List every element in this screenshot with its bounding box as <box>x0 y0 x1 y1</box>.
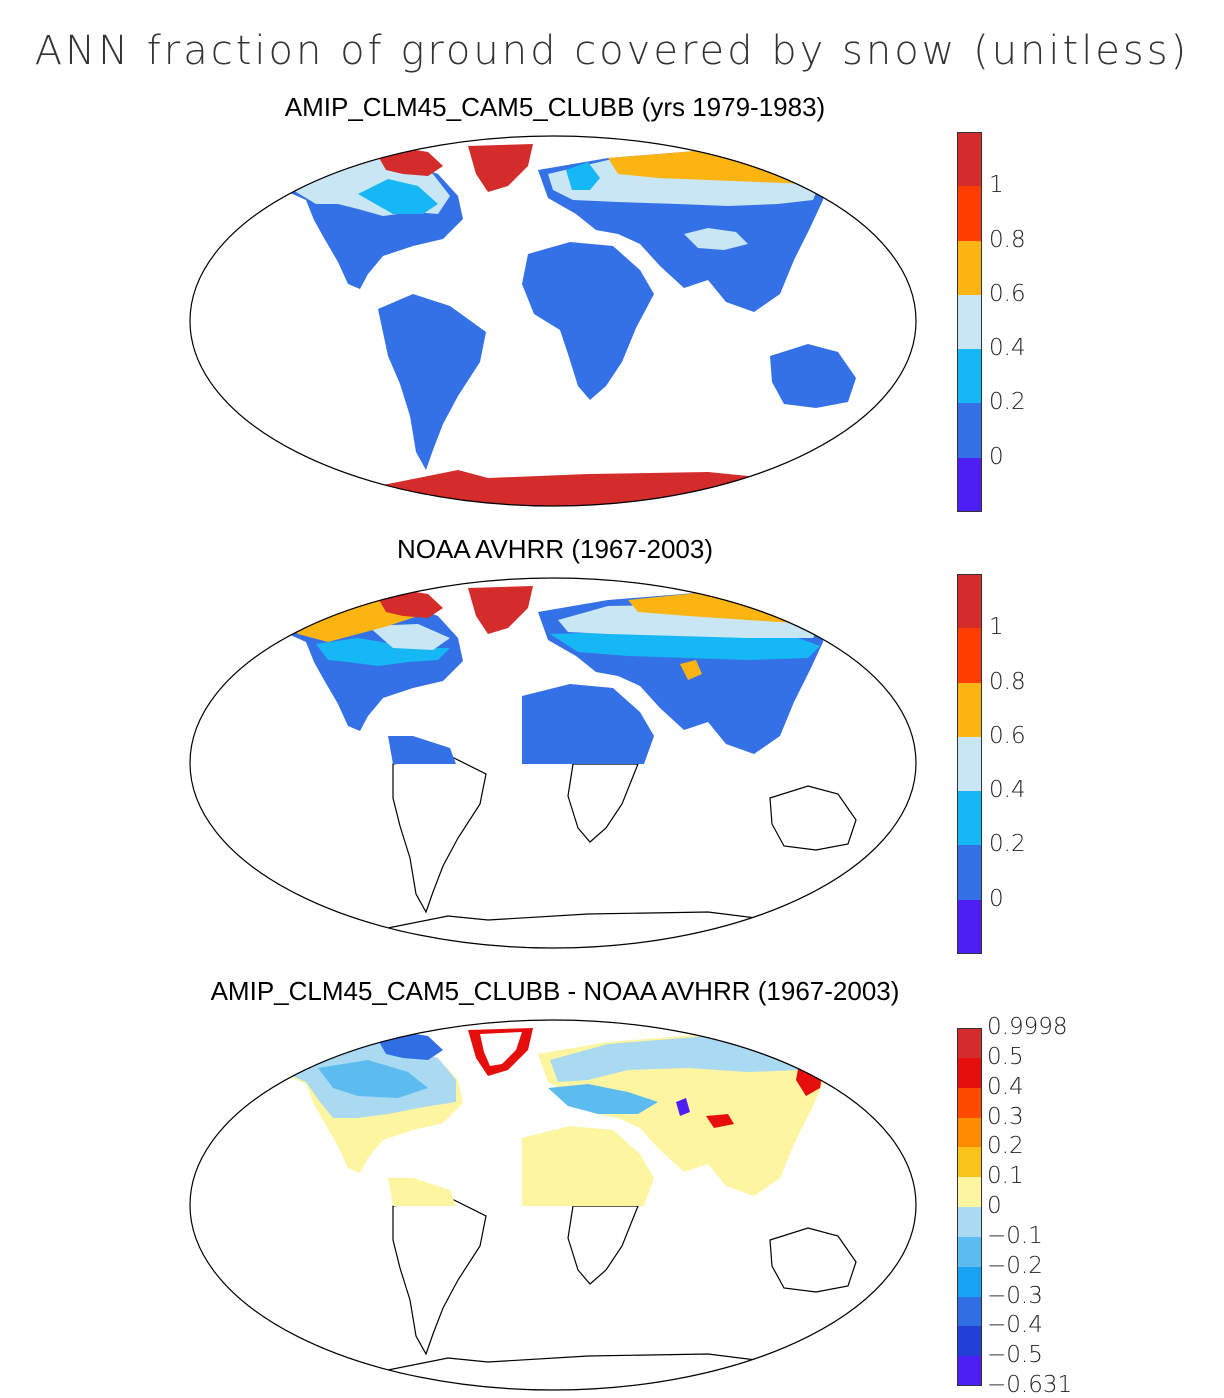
colorbar-swatch <box>957 132 982 187</box>
diff-positive-tibet <box>706 1114 734 1128</box>
colorbar-label: 0 <box>989 443 1004 470</box>
colorbar-swatch <box>957 457 982 513</box>
colorbar-swatch <box>957 1326 982 1357</box>
coast-australia <box>769 1227 857 1293</box>
snow-high-north-america <box>368 624 450 650</box>
colorbar-swatch <box>957 1296 982 1327</box>
colorbar-label: 1 <box>989 172 1004 199</box>
colorbar-swatch <box>957 1028 982 1059</box>
snow-band-north-america <box>316 638 450 666</box>
landmass-central-america <box>388 1178 456 1206</box>
coast-africa-south <box>567 763 639 843</box>
colorbar-swatch <box>957 791 982 846</box>
colorbar-model: 1 0.8 0.6 0.4 0.2 0 <box>957 132 1067 513</box>
colorbar-label: 0.5 <box>987 1043 1024 1070</box>
colorbar-label: 0.8 <box>989 668 1026 695</box>
map-boundary <box>189 577 917 949</box>
colorbar-swatch <box>957 628 982 684</box>
map-obs <box>189 577 917 949</box>
landmass-australia <box>770 344 856 408</box>
colorbar-swatch <box>957 1087 982 1118</box>
coast-antarctica <box>337 1353 819 1381</box>
colorbar-swatch <box>957 1207 982 1238</box>
colorbar-label: −0.631 <box>987 1372 1073 1398</box>
colorbar-swatch <box>957 1117 982 1148</box>
colorbar-diff: 0.9998 0.5 0.4 0.3 0.2 0.1 0 −0.1 −0.2 −0.3 −0.4 −0… <box>957 1014 1107 1398</box>
colorbar-label: 0.4 <box>987 1073 1024 1100</box>
colorbar-swatch <box>957 899 982 955</box>
greenland <box>468 144 533 192</box>
map-diff <box>189 1019 917 1391</box>
colorbar-swatch <box>957 736 982 792</box>
colorbar-swatch <box>957 682 982 738</box>
colorbar-label: 0.6 <box>989 280 1026 307</box>
colorbar-swatch <box>957 294 982 350</box>
colorbar-swatch <box>957 349 982 404</box>
colorbar-label: 0.2 <box>987 1133 1024 1160</box>
colorbar-label: 0.4 <box>989 777 1026 804</box>
colorbar-label: 0.1 <box>987 1163 1024 1190</box>
colorbar-label: −0.5 <box>987 1342 1043 1369</box>
colorbar-label: −0.1 <box>987 1222 1043 1249</box>
snow-high-north-america <box>358 179 438 214</box>
colorbar-swatch <box>957 1147 982 1178</box>
colorbar-label: 0.9998 <box>987 1014 1068 1040</box>
colorbar-swatch <box>957 1266 982 1297</box>
greenland <box>468 586 533 634</box>
colorbar-obs: 1 0.8 0.6 0.4 0.2 0 <box>957 574 1067 955</box>
colorbar-swatch <box>957 574 982 629</box>
coast-south-america <box>392 1197 487 1356</box>
figure-title: ANN fraction of ground covered by snow (… <box>34 28 1190 74</box>
diff-negative-europe <box>548 1084 658 1114</box>
colorbar-label: 0.4 <box>989 335 1026 362</box>
snow-band-eurasia <box>550 632 820 660</box>
colorbar-label: −0.2 <box>987 1252 1043 1279</box>
greenland-interior <box>480 1032 522 1066</box>
colorbar-swatch <box>957 403 982 459</box>
landmass-africa <box>522 242 654 400</box>
colorbar-label: 0.2 <box>989 831 1026 858</box>
diff-strong-negative-canada <box>318 1060 428 1098</box>
coast-africa-south <box>567 1205 639 1285</box>
landmass-south-america <box>378 294 486 470</box>
landmass-antarctica <box>298 470 828 506</box>
landmass-north-africa <box>522 1126 654 1206</box>
panel-title-diff: AMIP_CLM45_CAM5_CLUBB - NOAA AVHRR (1967… <box>210 976 900 1006</box>
map-boundary <box>189 135 917 507</box>
colorbar-swatch <box>957 1177 982 1208</box>
colorbar-swatch <box>957 1236 982 1268</box>
colorbar-swatch <box>957 845 982 901</box>
colorbar-label: 0.2 <box>989 389 1026 416</box>
panel-title-obs: NOAA AVHRR (1967-2003) <box>397 534 713 564</box>
colorbar-label: 0.6 <box>989 722 1026 749</box>
coast-south-america <box>392 755 487 914</box>
colorbar-swatch <box>957 240 982 296</box>
landmass-central-america <box>388 736 456 764</box>
colorbar-label: −0.3 <box>987 1282 1043 1309</box>
coast-australia <box>769 785 857 851</box>
diff-strong-negative-tibet <box>676 1098 690 1116</box>
colorbar-label: 0.3 <box>987 1103 1024 1130</box>
colorbar-label: 0 <box>987 1193 1002 1219</box>
panel-title-model: AMIP_CLM45_CAM5_CLUBB (yrs 1979-1983) <box>284 92 826 122</box>
colorbar-swatch <box>957 1356 982 1387</box>
snow-tibet <box>684 228 748 250</box>
colorbar-swatch <box>957 1057 982 1089</box>
snow-tibet <box>680 660 702 680</box>
colorbar-label: 0.8 <box>989 226 1026 253</box>
snow-scandinavia <box>566 162 600 190</box>
landmass-north-africa <box>522 684 654 764</box>
landmass-eurasia <box>538 1034 828 1196</box>
coast-antarctica <box>337 911 819 939</box>
colorbar-label: 1 <box>989 614 1004 641</box>
colorbar-swatch <box>957 186 982 242</box>
map-model <box>189 135 917 507</box>
colorbar-label: 0 <box>989 885 1004 912</box>
colorbar-label: −0.4 <box>987 1312 1043 1339</box>
